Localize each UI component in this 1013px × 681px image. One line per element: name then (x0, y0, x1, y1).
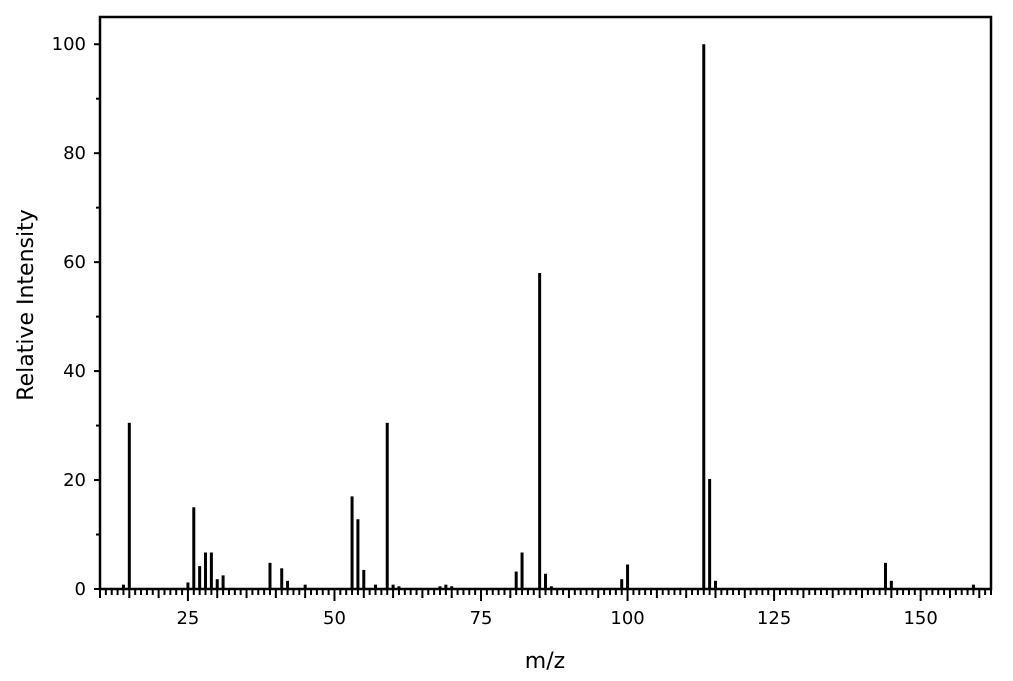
peak-bar (221, 575, 225, 589)
peak-bar (889, 580, 893, 589)
peak-bar (391, 584, 395, 589)
y-axis: 0 20 40 60 80 100 (52, 34, 100, 600)
x-axis-title: m/z (525, 649, 565, 674)
peaks (121, 44, 975, 589)
peak-bar (356, 519, 360, 589)
peak-bar (121, 584, 125, 589)
x-tick-label: 75 (470, 608, 493, 629)
peak-bar (883, 562, 887, 589)
y-tick-label: 100 (52, 34, 86, 55)
plot-frame (98, 15, 993, 591)
peak-bar (198, 566, 202, 589)
y-tick-label: 0 (75, 579, 86, 600)
peak-bar (713, 580, 717, 589)
x-tick-label: 100 (610, 608, 644, 629)
x-tick-label: 50 (323, 608, 346, 629)
peak-bar (520, 552, 524, 589)
x-axis: 25 50 75 100 125 150 (99, 589, 992, 629)
peak-bar (350, 496, 354, 589)
peak-bar (620, 579, 624, 589)
y-tick-label: 20 (63, 470, 86, 491)
peak-bar (450, 586, 454, 589)
peak-bar (362, 569, 366, 589)
peak-bar (374, 584, 378, 589)
x-tick-label: 150 (903, 608, 937, 629)
peak-bar (209, 552, 213, 589)
peak-bar (286, 580, 290, 589)
peak-bar (538, 273, 542, 589)
peak-bar (215, 579, 219, 589)
peak-bar (397, 586, 401, 589)
y-tick-label: 80 (63, 143, 86, 164)
peak-bar (514, 571, 518, 589)
peak-bar (971, 584, 975, 589)
peak-bar (702, 44, 706, 589)
peak-bar (204, 552, 208, 589)
y-tick-label: 60 (63, 252, 86, 273)
y-axis-title: Relative Intensity (14, 209, 39, 400)
x-tick-label: 125 (757, 608, 791, 629)
peak-bar (268, 562, 272, 589)
peak-bar (438, 586, 442, 589)
peak-bar (708, 478, 712, 589)
peak-bar (127, 422, 131, 589)
peak-bar (549, 586, 553, 589)
peak-bar (385, 422, 389, 589)
x-tick-label: 25 (176, 608, 199, 629)
peak-bar (626, 564, 630, 589)
peak-bar (303, 584, 307, 589)
peak-bar (544, 573, 547, 589)
peak-bar (444, 584, 448, 589)
y-tick-label: 40 (63, 361, 86, 382)
peak-bar (186, 582, 190, 589)
peak-bar (280, 568, 284, 589)
peak-bar (192, 507, 196, 589)
